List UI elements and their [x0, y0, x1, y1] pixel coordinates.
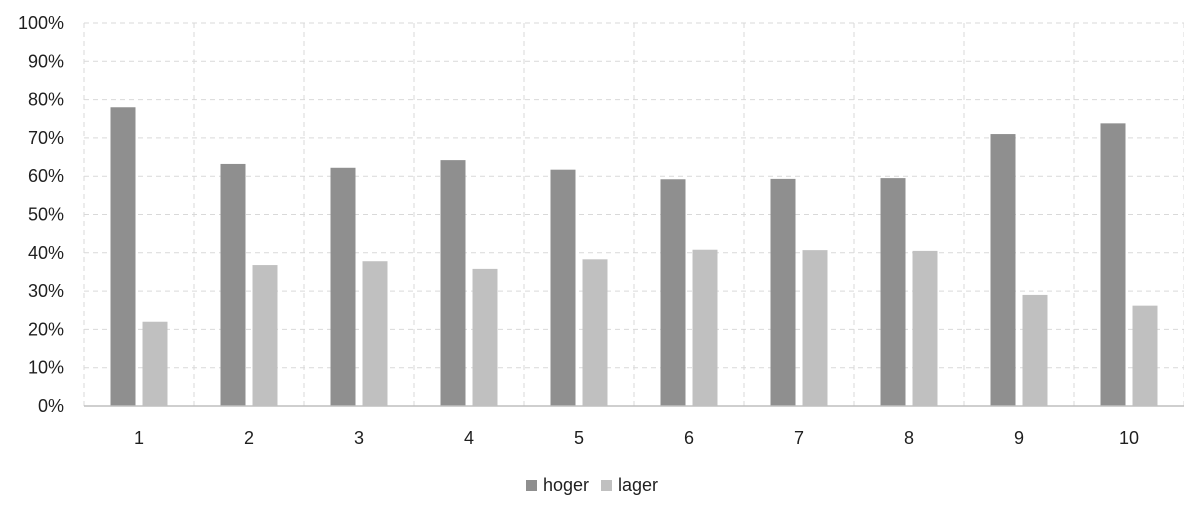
bar-lager — [802, 250, 828, 406]
legend-swatch-lager — [601, 479, 612, 491]
legend-label-hoger: hoger — [542, 474, 589, 495]
bar-hoger — [990, 134, 1016, 406]
bar-hoger — [550, 169, 576, 406]
bar-hoger — [330, 167, 356, 406]
y-tick-label: 20% — [28, 319, 64, 339]
legend-swatch-hoger — [525, 479, 537, 491]
y-tick-label: 10% — [28, 358, 64, 378]
bar-lager — [582, 259, 608, 406]
bar-hoger — [1100, 123, 1126, 406]
y-tick-label: 0% — [38, 396, 64, 416]
bar-lager — [1132, 305, 1158, 406]
bar-lager — [362, 261, 388, 406]
bar-lager — [252, 265, 278, 406]
x-tick-label: 4 — [464, 428, 474, 448]
y-tick-label: 40% — [28, 243, 64, 263]
x-tick-label: 2 — [244, 428, 254, 448]
bar-lager — [692, 249, 718, 406]
x-tick-label: 5 — [574, 428, 584, 448]
legend-label-lager: lager — [618, 474, 659, 495]
y-tick-label: 50% — [28, 205, 64, 225]
x-tick-label: 10 — [1119, 428, 1139, 448]
bar-lager — [472, 268, 498, 406]
y-tick-label: 80% — [28, 90, 64, 110]
bar-lager — [912, 250, 938, 406]
legend-item-hoger: hoger — [525, 474, 589, 496]
y-tick-label: 100% — [18, 13, 64, 33]
legend-item-lager: lager — [601, 475, 658, 496]
y-tick-label: 60% — [28, 166, 64, 186]
y-tick-label: 90% — [28, 51, 64, 71]
x-tick-label: 3 — [354, 428, 364, 448]
bar-lager — [142, 321, 168, 406]
x-tick-label: 9 — [1014, 428, 1024, 448]
x-tick-label: 1 — [134, 428, 144, 448]
legend: hoger lager — [0, 472, 1184, 498]
bar-hoger — [110, 107, 136, 406]
bar-hoger — [440, 160, 466, 406]
x-tick-label: 8 — [904, 428, 914, 448]
bar-hoger — [660, 179, 686, 406]
y-tick-label: 70% — [28, 128, 64, 148]
y-tick-label: 30% — [28, 281, 64, 301]
bar-hoger — [220, 163, 246, 406]
bar-hoger — [880, 178, 906, 406]
bar-hoger — [770, 178, 796, 406]
x-tick-label: 7 — [794, 428, 804, 448]
x-tick-label: 6 — [684, 428, 694, 448]
bar-lager — [1022, 294, 1048, 406]
